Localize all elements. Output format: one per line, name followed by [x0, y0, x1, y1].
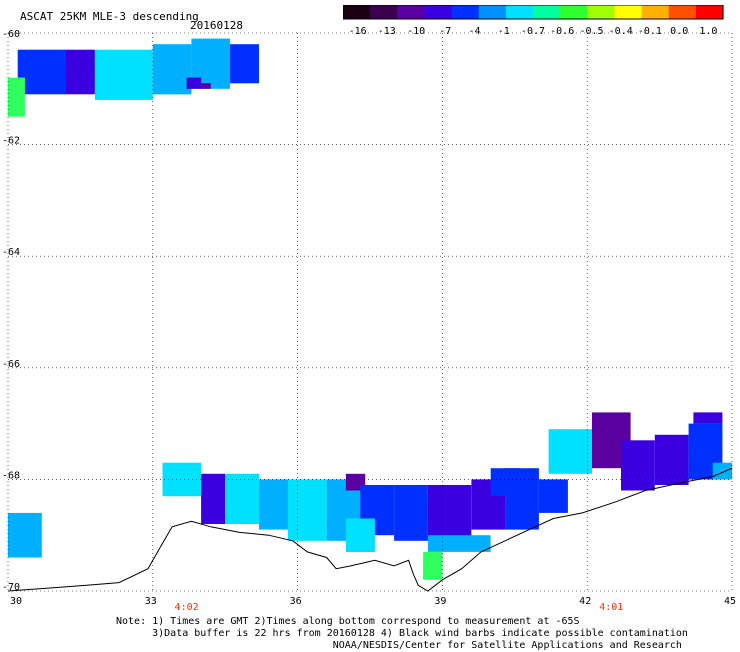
colorbar-label: -16 [349, 26, 367, 37]
wind-cell [621, 440, 655, 491]
wind-cell [201, 473, 226, 524]
colorbar-segment [668, 5, 697, 19]
latitude-tick-label: -70 [2, 582, 20, 593]
colorbar-label: -4 [468, 26, 480, 37]
wind-cell [427, 535, 491, 552]
latitude-tick-label: -68 [2, 470, 20, 481]
longitude-tick-label: 45 [724, 596, 736, 607]
wind-cell [94, 49, 153, 100]
colorbar-segment [397, 5, 425, 19]
colorbar-segment [587, 5, 615, 19]
colorbar-label: -0.4 [609, 26, 633, 37]
longitude-tick-label: 42 [579, 596, 591, 607]
longitude-tick-label: 36 [290, 596, 302, 607]
colorbar-label: -0.6 [550, 26, 574, 37]
note-line-2: 3)Data buffer is 22 hrs from 20160128 4)… [116, 628, 688, 639]
longitude-tick-label: 33 [145, 596, 157, 607]
coastline [7, 467, 733, 592]
note-line-3: NOAA/NESDIS/Center for Satellite Applica… [116, 640, 682, 651]
wind-cell [17, 49, 66, 95]
map-title: ASCAT 25KM MLE-3 descending [20, 10, 199, 23]
colorbar-label: -0.7 [521, 26, 545, 37]
wind-cell [8, 77, 25, 117]
wind-cell [654, 434, 689, 485]
colorbar-label: 1.0 [699, 26, 717, 37]
wind-cell [394, 485, 428, 541]
wind-cell [186, 77, 202, 89]
map-date: 20160128 [190, 19, 243, 32]
colorbar-label: -0.1 [638, 26, 662, 37]
wind-cell [548, 429, 592, 474]
colorbar-segment [478, 5, 507, 19]
wind-cell [65, 49, 95, 95]
wind-cell [287, 479, 327, 541]
wind-cell [152, 44, 192, 95]
colorbar-label: -10 [407, 26, 425, 37]
wind-cell [225, 473, 259, 524]
colorbar-label: -7 [439, 26, 451, 37]
colorbar-segment [641, 5, 670, 19]
wind-cell [259, 479, 288, 530]
colorbar-label: -0.5 [579, 26, 603, 37]
latitude-tick-label: -62 [2, 136, 20, 147]
colorbar-segment [614, 5, 643, 19]
wind-cell [345, 518, 375, 552]
longitude-tick-label: 39 [434, 596, 446, 607]
colorbar-label: 0.0 [670, 26, 688, 37]
colorbar-label: -1 [498, 26, 510, 37]
note-line-1: Note: 1) Times are GMT 2)Times along bot… [116, 616, 580, 627]
wind-cell [230, 44, 259, 84]
latitude-tick-label: -64 [2, 247, 20, 258]
colorbar-segment [343, 5, 371, 19]
colorbar-segment [533, 5, 561, 19]
latitude-tick-label: -60 [2, 29, 20, 40]
colorbar: -16 -13 -10 -7 -4 -1 -0.7 -0.6 -0.5 -0.4 -0.1 0.0 1.… [343, 5, 724, 37]
wind-cell [538, 479, 568, 513]
colorbar-segment [451, 5, 480, 19]
time-label: 4:02 [175, 602, 199, 613]
colorbar-segment [370, 5, 398, 19]
wind-cell [693, 412, 723, 424]
colorbar-segment [560, 5, 588, 19]
wind-cell [201, 83, 211, 89]
note-block: Note: 1) Times are GMT 2)Times along bot… [116, 616, 688, 652]
colorbar-segment [424, 5, 453, 19]
colorbar-segment [695, 5, 724, 19]
wind-cell [712, 462, 732, 480]
wind-cell [490, 468, 520, 497]
time-label: 4:01 [599, 602, 623, 613]
latitude-tick-label: -66 [2, 359, 20, 370]
wind-cell [8, 512, 42, 558]
colorbar-segment [505, 5, 534, 19]
colorbar-label: -13 [378, 26, 396, 37]
wind-cell [423, 551, 443, 580]
colorbar-frame [343, 5, 724, 20]
wind-cell [427, 485, 472, 541]
longitude-tick-label: 30 [10, 596, 22, 607]
